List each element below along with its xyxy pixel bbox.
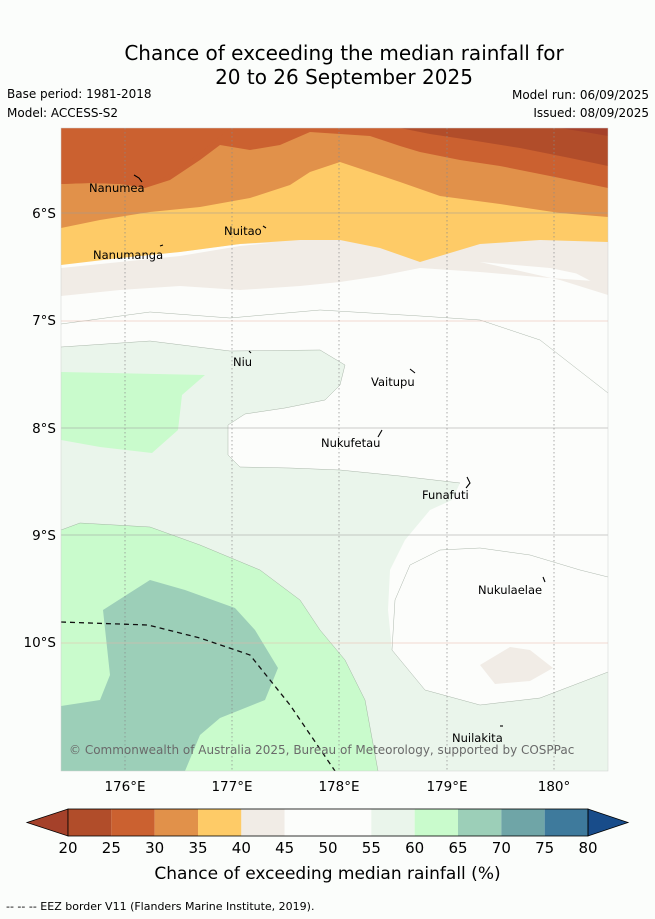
place-label-nanumea: Nanumea (89, 181, 145, 195)
colorbar-arrow-high (587, 808, 630, 837)
lon-label-180: 180° (538, 779, 571, 795)
colorbar-tick-label: 45 (275, 839, 294, 857)
colorbar-tick-label: 70 (492, 839, 511, 857)
colorbar-tick-label: 65 (448, 839, 467, 857)
niu-island-icon (248, 350, 252, 354)
colorbar-segment (328, 809, 372, 836)
nukulaelae-island-icon (542, 576, 546, 583)
colorbar-segment (154, 809, 198, 836)
copyright-notice: © Commonwealth of Australia 2025, Bureau… (69, 743, 574, 757)
colorbar-segment (241, 809, 285, 836)
colorbar-segment (68, 809, 112, 836)
place-label-nukulaelae: Nukulaelae (478, 583, 542, 597)
place-label-nukufetau: Nukufetau (321, 436, 380, 450)
place-label-nuilakita: Nuilakita (452, 731, 503, 745)
latitude-lines (61, 212, 608, 644)
place-label-nanumanga: Nanumanga (93, 248, 163, 262)
colorbar-tick-label: 30 (145, 839, 164, 857)
colorbar-label: Chance of exceeding median rainfall (%) (154, 864, 501, 884)
map-title-line1: Chance of exceeding the median rainfall … (124, 41, 564, 65)
colorbar-segment (414, 809, 458, 836)
issued-date: Issued: 08/09/2025 (533, 106, 649, 120)
eez-legend-note: -- -- -- EEZ border V11 (Flanders Marine… (6, 900, 315, 913)
colorbar-tick-label: 60 (405, 839, 424, 857)
colorbar-tick-label: 35 (188, 839, 207, 857)
funafuti-island-icon (465, 476, 471, 489)
place-label-vaitupu: Vaitupu (371, 375, 415, 389)
colorbar-segment (198, 809, 242, 836)
vaitupu-island-icon (409, 368, 416, 374)
colorbar-segment (501, 809, 545, 836)
place-label-funafuti: Funafuti (422, 488, 469, 502)
colorbar-tick-label: 80 (578, 839, 597, 857)
lat-label-8s: 8°S (32, 421, 56, 437)
colorbar-tick-label: 50 (318, 839, 337, 857)
colorbar-outline (67, 808, 589, 837)
colorbar-segment (458, 809, 502, 836)
colorbar-segment (544, 809, 588, 836)
place-label-niu: Niu (233, 355, 252, 369)
nanumea-island-icon (133, 174, 143, 183)
colorbar-tick-label: 20 (58, 839, 77, 857)
colorbar-tick-label: 40 (232, 839, 251, 857)
lat-label-7s: 7°S (32, 313, 56, 329)
colorbar (25, 808, 630, 837)
colorbar-tick-labels: 20 25 30 35 40 45 50 55 60 65 70 75 80 (58, 839, 597, 857)
base-period: Base period: 1981-2018 (7, 87, 152, 101)
rainfall-map: Nanumea Nuitao Nanumanga Niu Vaitupu Nuk… (61, 128, 608, 771)
nukufetau-island-icon (377, 429, 383, 438)
place-label-nuitao: Nuitao (224, 224, 262, 238)
nanumanga-island-icon (159, 244, 164, 247)
lon-label-177e: 177°E (211, 779, 252, 795)
colorbar-tick-label: 55 (362, 839, 381, 857)
graticule (124, 128, 555, 771)
colorbar-tick-label: 25 (102, 839, 121, 857)
model-run: Model run: 06/09/2025 (511, 88, 649, 102)
lat-label-10s: 10°S (24, 635, 57, 651)
model-name: Model: ACCESS-S2 (7, 106, 119, 120)
lat-label-9s: 9°S (32, 528, 56, 544)
colorbar-segment (371, 809, 415, 836)
lon-label-178e: 178°E (318, 779, 359, 795)
map-title-line2: 20 to 26 September 2025 (215, 65, 473, 89)
eez-border (61, 621, 336, 771)
lon-label-176e: 176°E (104, 779, 145, 795)
colorbar-tick-label: 75 (535, 839, 554, 857)
colorbar-arrow-low (25, 808, 69, 837)
lon-label-179e: 179°E (426, 779, 467, 795)
lat-label-6s: 6°S (32, 206, 56, 222)
nuitao-island-icon (262, 225, 267, 229)
colorbar-segment (111, 809, 155, 836)
colorbar-segment (284, 809, 328, 836)
